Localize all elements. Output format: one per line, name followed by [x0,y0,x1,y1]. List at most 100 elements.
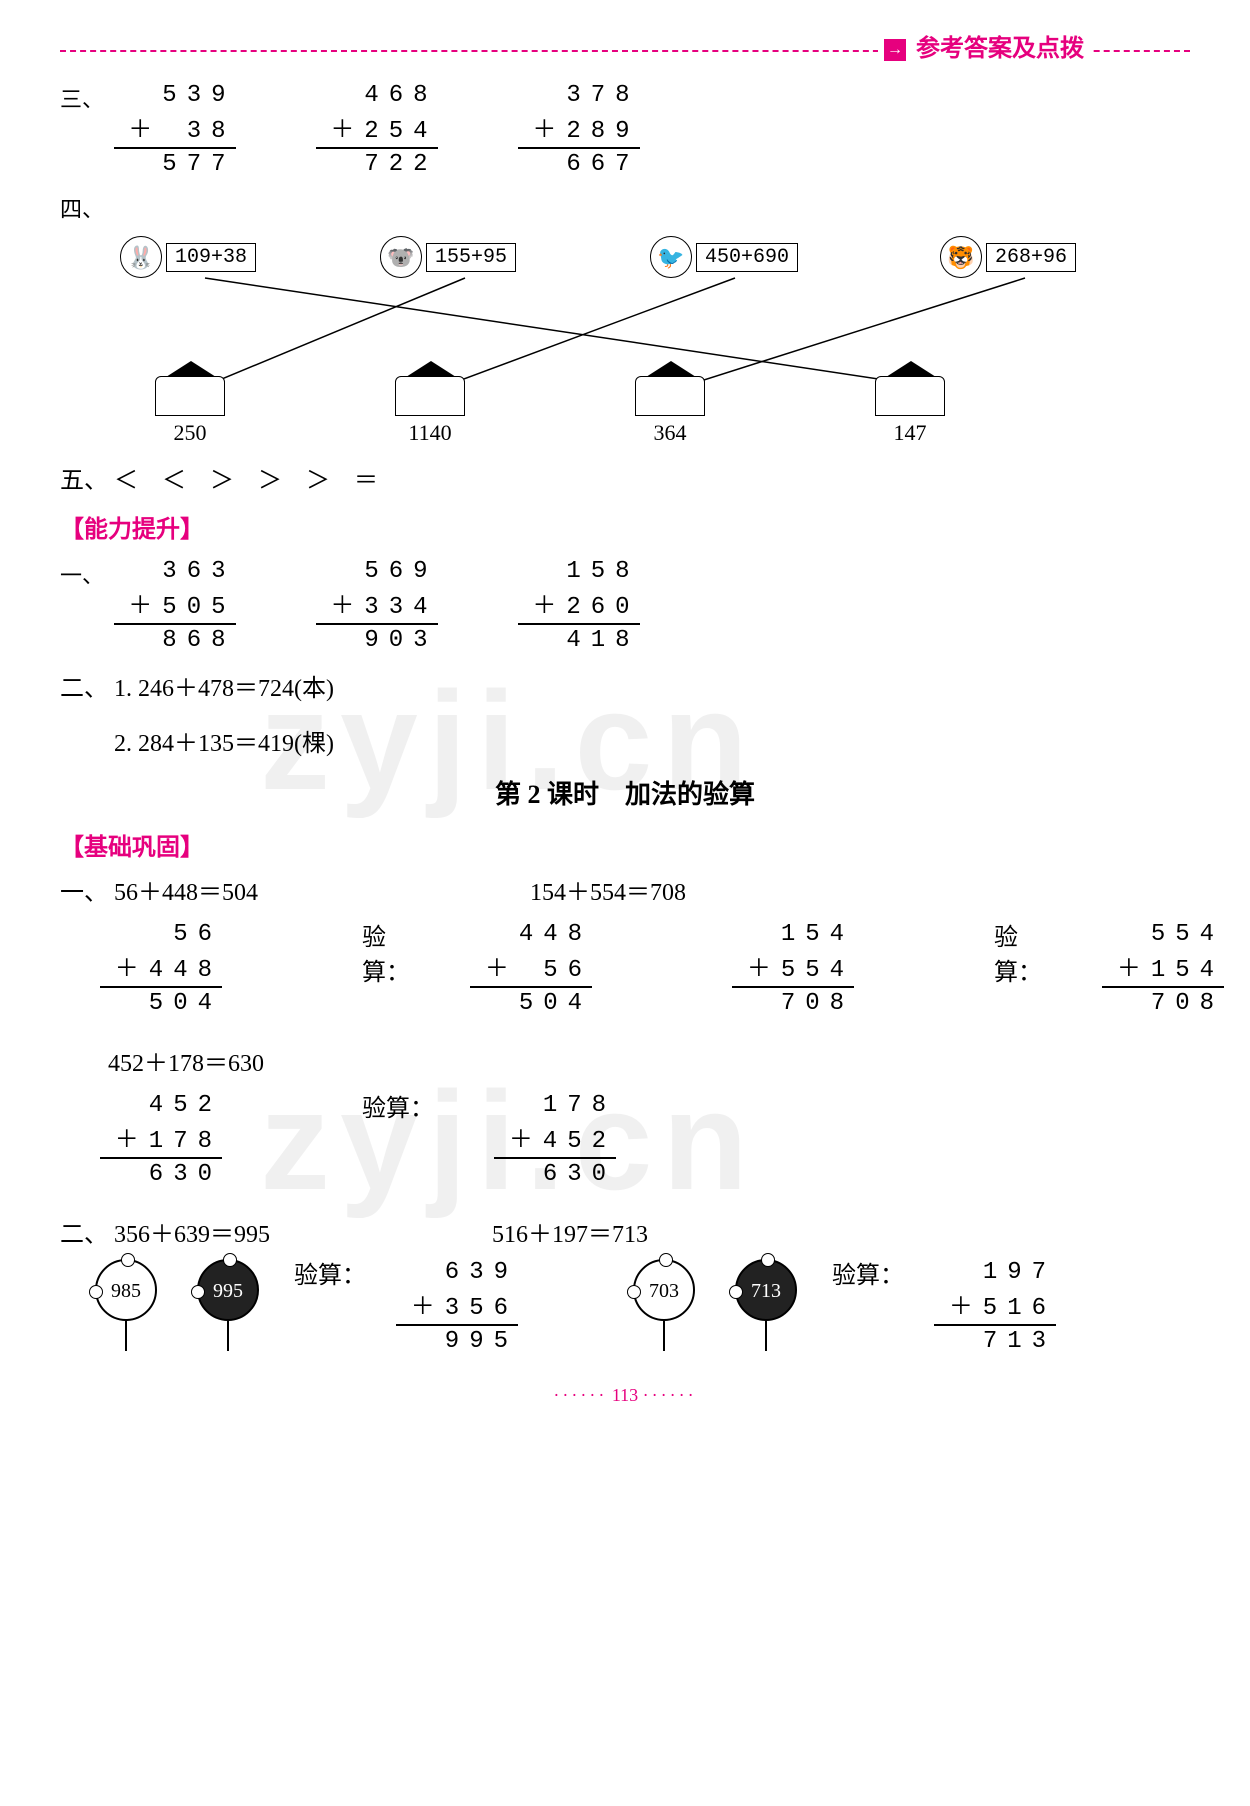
house-icon [395,376,465,416]
addition-block: 56 ＋448 504 [100,921,222,1017]
koala-icon: 🐨 [380,236,422,278]
sum: 708 [732,988,854,1017]
lesson-title: 第 2 课时 加法的验算 [60,774,1190,811]
flower: 985 [90,1259,162,1351]
house-value: 1140 [408,420,451,445]
sum: 903 [316,625,438,654]
bird-icon: 🐦 [650,236,692,278]
page-number-value: 113 [612,1385,638,1405]
house-0: 250 [140,376,240,446]
ability-heading: 【能力提升】 [60,509,1190,544]
page-dots-left: ······ [553,1385,607,1405]
basic-two: 二、 356＋639＝995 516＋197＝713 985 995 验算： 6… [60,1214,1190,1355]
addend-top: 56 [100,921,222,948]
addend-bottom: ＋505 [114,585,236,625]
addend-bottom: ＋356 [396,1286,518,1326]
house-value: 147 [894,420,927,445]
header-title: → 参考答案及点拨 [878,28,1090,63]
addend-bottom: ＋289 [518,109,640,149]
ability-one-label: 一、 [60,558,108,590]
check-label: 验算： [362,1088,434,1123]
house-icon [875,376,945,416]
problem-eq: 356＋639＝995 [114,1222,270,1248]
check-label: 验算： [294,1255,366,1290]
addend-bottom: ＋ 56 [470,948,592,988]
page-dots-right: ······ [643,1385,697,1405]
animal-bird: 🐦 450+690 [650,236,798,278]
rabbit-icon: 🐰 [120,236,162,278]
addend-bottom: ＋178 [100,1119,222,1159]
addition-block: 569 ＋334 903 [316,558,438,654]
flower-stem [125,1321,127,1351]
animal-koala: 🐨 155+95 [380,236,516,278]
addend-top: 158 [518,558,640,585]
addend-bottom: ＋154 [1102,948,1224,988]
expression-box: 109+38 [166,243,256,272]
addend-bottom: ＋448 [100,948,222,988]
flower-value: 703 [633,1259,695,1321]
ability-two-line-1: 1. 246＋478＝724(本) [114,668,334,703]
section-5-label: 五、 [60,460,108,495]
addition-block: 197 ＋516 713 [934,1259,1056,1355]
problem-eq: 516＋197＝713 [492,1222,648,1248]
sum: 713 [934,1326,1056,1355]
addend-top: 378 [518,82,640,109]
house-icon [635,376,705,416]
addend-top: 569 [316,558,438,585]
animal-tiger: 🐯 268+96 [940,236,1076,278]
addition-block: 452 ＋178 630 [100,1092,222,1188]
addend-top: 154 [732,921,854,948]
flower: 703 [628,1259,700,1351]
header-title-text: 参考答案及点拨 [916,36,1084,62]
section-4-label: 四、 [60,192,108,224]
addend-top: 448 [470,921,592,948]
addend-top: 363 [114,558,236,585]
expression-box: 450+690 [696,243,798,272]
house-value: 364 [654,420,687,445]
expression-box: 268+96 [986,243,1076,272]
sum: 504 [470,988,592,1017]
addend-top: 178 [494,1092,616,1119]
sum: 667 [518,149,640,178]
sum: 630 [100,1159,222,1188]
basic-one: 一、 56＋448＝504 154＋554＝708 56 ＋448 504 验算… [60,872,1190,1188]
addition-block: 539 ＋ 38 577 [114,82,236,178]
flower-value: 713 [735,1259,797,1321]
flower: 713 [730,1259,802,1351]
section-3: 三、 539 ＋ 38 577 468 ＋254 722 378 ＋289 66… [60,82,1190,178]
sum: 504 [100,988,222,1017]
check-label: 验算： [832,1255,904,1290]
sum: 708 [1102,988,1224,1017]
header-divider: → 参考答案及点拨 [60,50,1190,52]
flower-value: 985 [95,1259,157,1321]
addend-top: 197 [934,1259,1056,1286]
addend-bottom: ＋260 [518,585,640,625]
addend-top: 539 [114,82,236,109]
flower-value: 995 [197,1259,259,1321]
sum: 577 [114,149,236,178]
ability-two-line-2: 2. 284＋135＝419(棵) [114,723,334,758]
addend-bottom: ＋254 [316,109,438,149]
addend-bottom: ＋452 [494,1119,616,1159]
addition-block: 554 ＋154 708 [1102,921,1224,1017]
section-5: 五、 ＜ ＜ ＞ ＞ ＞ ＝ [60,460,1190,495]
addition-block: 378 ＋289 667 [518,82,640,178]
section-4: 四、 🐰 109+38 🐨 155+95 🐦 450+690 🐯 268+96 250… [60,192,1190,446]
house-3: 147 [860,376,960,446]
section-5-symbols: ＜ ＜ ＞ ＞ ＞ ＝ [114,468,378,494]
problem-eq: 452＋178＝630 [108,1051,264,1077]
house-1: 1140 [380,376,480,446]
ability-one: 一、 363 ＋505 868 569 ＋334 903 158 ＋260 41… [60,558,1190,654]
addition-block: 448 ＋ 56 504 [470,921,592,1017]
house-2: 364 [620,376,720,446]
flower-stem [227,1321,229,1351]
problem-eq: 56＋448＝504 [114,880,258,906]
addend-top: 452 [100,1092,222,1119]
matching-diagram: 🐰 109+38 🐨 155+95 🐦 450+690 🐯 268+96 250 11… [60,236,1190,446]
problem-eq: 154＋554＝708 [530,880,686,906]
addend-bottom: ＋334 [316,585,438,625]
addition-block: 363 ＋505 868 [114,558,236,654]
addition-block: 178 ＋452 630 [494,1092,616,1188]
flower: 995 [192,1259,264,1351]
addend-top: 468 [316,82,438,109]
